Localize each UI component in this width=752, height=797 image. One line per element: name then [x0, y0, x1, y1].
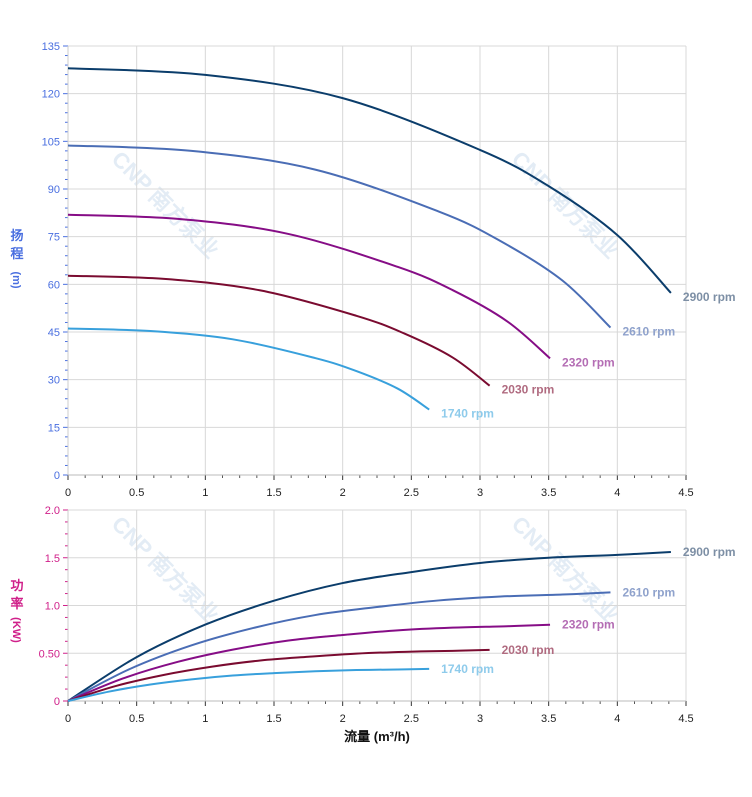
y-tick-label: 90: [48, 184, 60, 196]
series-label: 2610 rpm: [622, 325, 675, 339]
y-axis-title: 扬: [10, 228, 23, 243]
series-line-2320: [67, 213, 551, 360]
series-line-2030: [67, 274, 491, 387]
y-tick-label: 2.0: [45, 505, 60, 517]
x-tick-label: 3: [477, 487, 483, 499]
series-label: 2320 rpm: [562, 355, 615, 369]
y-axis-title-unit: (m): [10, 271, 22, 288]
x-tick-label: 2.5: [404, 713, 419, 725]
series-line-1740: [67, 327, 430, 411]
head-chart: 0 0.5 1 1.5 2 2.5 3 3.5 4 4.5 0 15 30 45 60 75 90 105 120 1…: [10, 41, 736, 499]
series-label: 2320 rpm: [562, 618, 615, 632]
series-label: 1740 rpm: [441, 407, 494, 421]
x-tick-label: 1: [202, 713, 208, 725]
series-label: 2900 rpm: [683, 545, 736, 559]
y-axis-title: 程: [10, 246, 23, 261]
y-axis-title: 功: [10, 578, 23, 593]
x-tick-label: 2: [340, 713, 346, 725]
series-label: 2030 rpm: [502, 383, 555, 397]
x-tick-label: 1.5: [266, 487, 281, 499]
series-line-2900: [67, 551, 671, 702]
watermark-logo: CNP 南方泵业: [507, 146, 624, 263]
y-tick-label: 60: [48, 279, 60, 291]
watermark-logo: CNP 南方泵业: [107, 146, 224, 263]
y-tick-label: 1.5: [45, 553, 60, 565]
y-tick-label: 30: [48, 375, 60, 387]
y-tick-label: 15: [48, 422, 60, 434]
series-line-2900: [67, 67, 672, 294]
y-tick-label: 135: [42, 41, 60, 53]
y-axis-title-unit: (KW): [10, 617, 22, 643]
series-line-1740: [67, 667, 430, 702]
x-tick-label: 0.5: [129, 487, 144, 499]
x-tick-label: 4: [614, 487, 620, 499]
series-line-2030: [67, 648, 490, 702]
x-tick-label: 3.5: [541, 487, 556, 499]
x-tick-label: 4.5: [678, 713, 693, 725]
series-label: 1740 rpm: [441, 662, 494, 676]
y-tick-label: 120: [42, 89, 60, 101]
y-tick-label: 0: [54, 470, 60, 482]
y-tick-label: 75: [48, 232, 60, 244]
x-tick-label: 4.5: [678, 487, 693, 499]
x-axis-title: 流量 (m³/h): [344, 729, 410, 744]
x-tick-label: 2: [340, 487, 346, 499]
x-tick-label: 0.5: [129, 713, 144, 725]
x-tick-label: 3: [477, 713, 483, 725]
x-tick-label: 4: [614, 713, 620, 725]
series-label: 2900 rpm: [683, 290, 736, 304]
y-tick-label: 45: [48, 327, 60, 339]
power-chart: 0 0.5 1 1.5 2 2.5 3 3.5 4 4.5 0 0.50 1.0 1.5 2.0 功率 (KW)…: [10, 505, 736, 744]
series-label: 2030 rpm: [502, 643, 555, 657]
y-tick-label: 0: [54, 696, 60, 708]
series-line-2610: [67, 591, 611, 702]
series-line-2610: [67, 144, 612, 329]
y-tick-label: 0.50: [39, 648, 60, 660]
x-tick-label: 0: [65, 713, 71, 725]
series-label: 2610 rpm: [622, 585, 675, 599]
x-tick-label: 1.5: [266, 713, 281, 725]
watermark-logo: CNP 南方泵业: [507, 511, 624, 628]
y-tick-label: 1.0: [45, 601, 60, 613]
x-tick-label: 1: [202, 487, 208, 499]
x-tick-label: 2.5: [404, 487, 419, 499]
series-line-2320: [67, 623, 551, 702]
x-tick-label: 3.5: [541, 713, 556, 725]
watermark-logo: CNP 南方泵业: [107, 511, 224, 628]
y-axis-title: 率: [10, 596, 23, 611]
x-tick-label: 0: [65, 487, 71, 499]
y-tick-label: 105: [42, 136, 60, 148]
